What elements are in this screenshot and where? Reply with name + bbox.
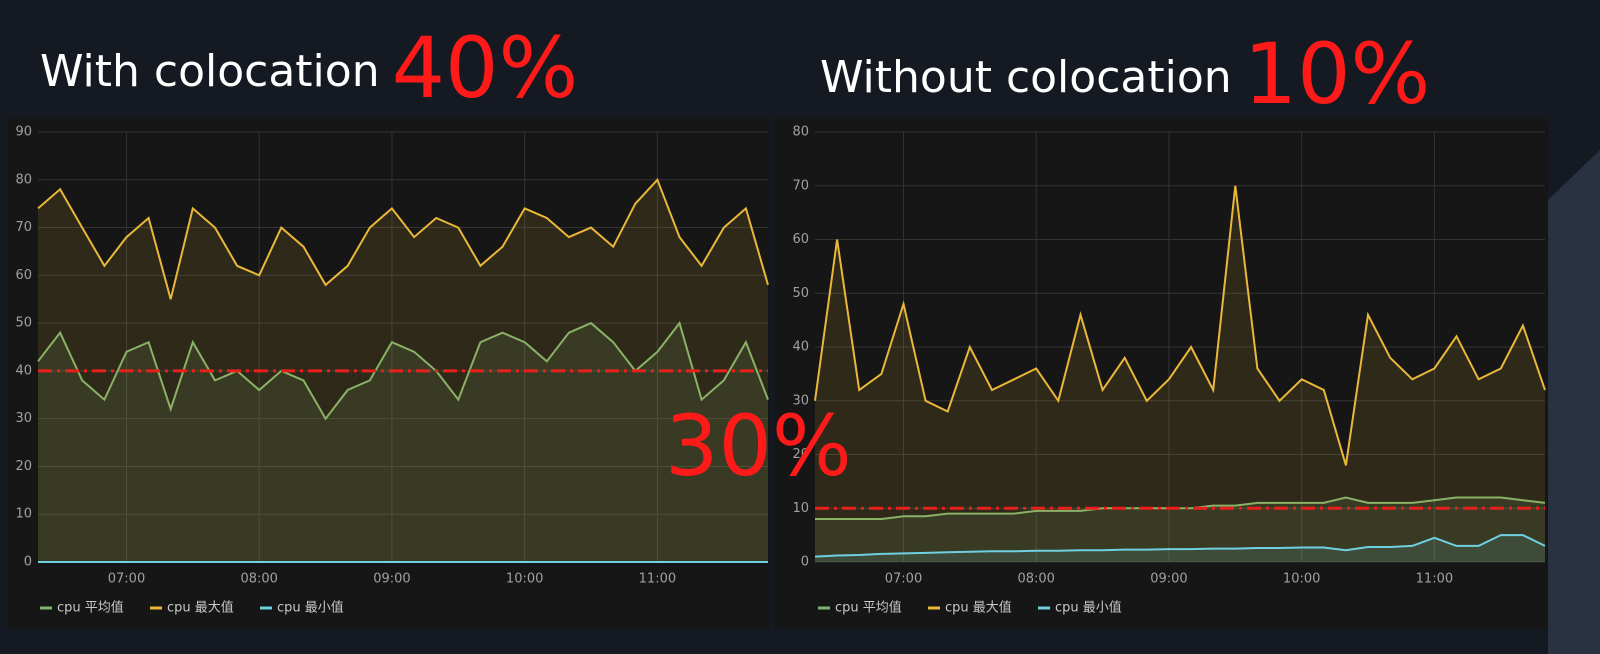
y-tick-label: 60	[792, 232, 809, 247]
y-tick-label: 10	[15, 507, 32, 522]
area-fill	[38, 323, 768, 562]
x-tick-label: 07:00	[108, 572, 145, 587]
series-line	[37, 320, 769, 421]
y-tick-label: 70	[792, 178, 809, 193]
title-text: Without colocation	[820, 52, 1232, 103]
legend-label: cpu 最大值	[945, 600, 1012, 616]
x-tick-label: 08:00	[240, 572, 277, 587]
legend-label: cpu 最小值	[277, 600, 344, 616]
x-tick-label: 07:00	[885, 572, 922, 587]
y-tick-label: 50	[15, 316, 32, 331]
x-tick-label: 10:00	[1283, 572, 1320, 587]
y-tick-label: 0	[24, 555, 32, 570]
x-tick-label: 08:00	[1017, 572, 1054, 587]
legend-label: cpu 最小值	[1055, 600, 1122, 616]
y-tick-label: 30	[15, 411, 32, 426]
chart-title: Without colocation 10%	[820, 25, 1430, 123]
legend-label: cpu 平均值	[57, 600, 124, 616]
x-tick-label: 11:00	[1416, 572, 1453, 587]
legend-label: cpu 平均值	[835, 600, 902, 616]
series-line	[37, 177, 769, 300]
decoration	[1548, 150, 1600, 654]
y-tick-label: 40	[15, 363, 32, 378]
title-text: With colocation	[40, 46, 380, 97]
y-tick-label: 20	[15, 459, 32, 474]
x-tick-label: 09:00	[1150, 572, 1187, 587]
y-tick-label: 80	[792, 125, 809, 140]
x-tick-label: 11:00	[639, 572, 676, 587]
area-fill	[815, 185, 1545, 563]
y-tick-label: 50	[792, 286, 809, 301]
annotation: 30%	[665, 397, 852, 495]
panel	[8, 118, 770, 628]
y-tick-label: 60	[15, 268, 32, 283]
headline: 10%	[1244, 25, 1431, 123]
y-tick-label: 10	[792, 501, 809, 516]
series-line	[814, 534, 1546, 558]
legend-label: cpu 最大值	[167, 600, 234, 616]
charts: With colocation 40% 0 10 20 30 40 50 60 70 80 90 07:…	[15, 19, 1546, 616]
y-tick-label: 40	[792, 340, 809, 355]
headline: 40%	[392, 19, 579, 117]
y-tick-label: 0	[801, 555, 809, 570]
chart-title: With colocation 40%	[40, 19, 578, 117]
y-tick-label: 30	[792, 393, 809, 408]
area-fill	[815, 535, 1545, 562]
x-tick-label: 10:00	[506, 572, 543, 587]
series-line	[814, 185, 1546, 466]
y-tick-label: 90	[15, 125, 32, 140]
y-tick-label: 70	[15, 220, 32, 235]
x-tick-label: 09:00	[373, 572, 410, 587]
y-tick-label: 20	[792, 447, 809, 462]
y-tick-label: 80	[15, 172, 32, 187]
